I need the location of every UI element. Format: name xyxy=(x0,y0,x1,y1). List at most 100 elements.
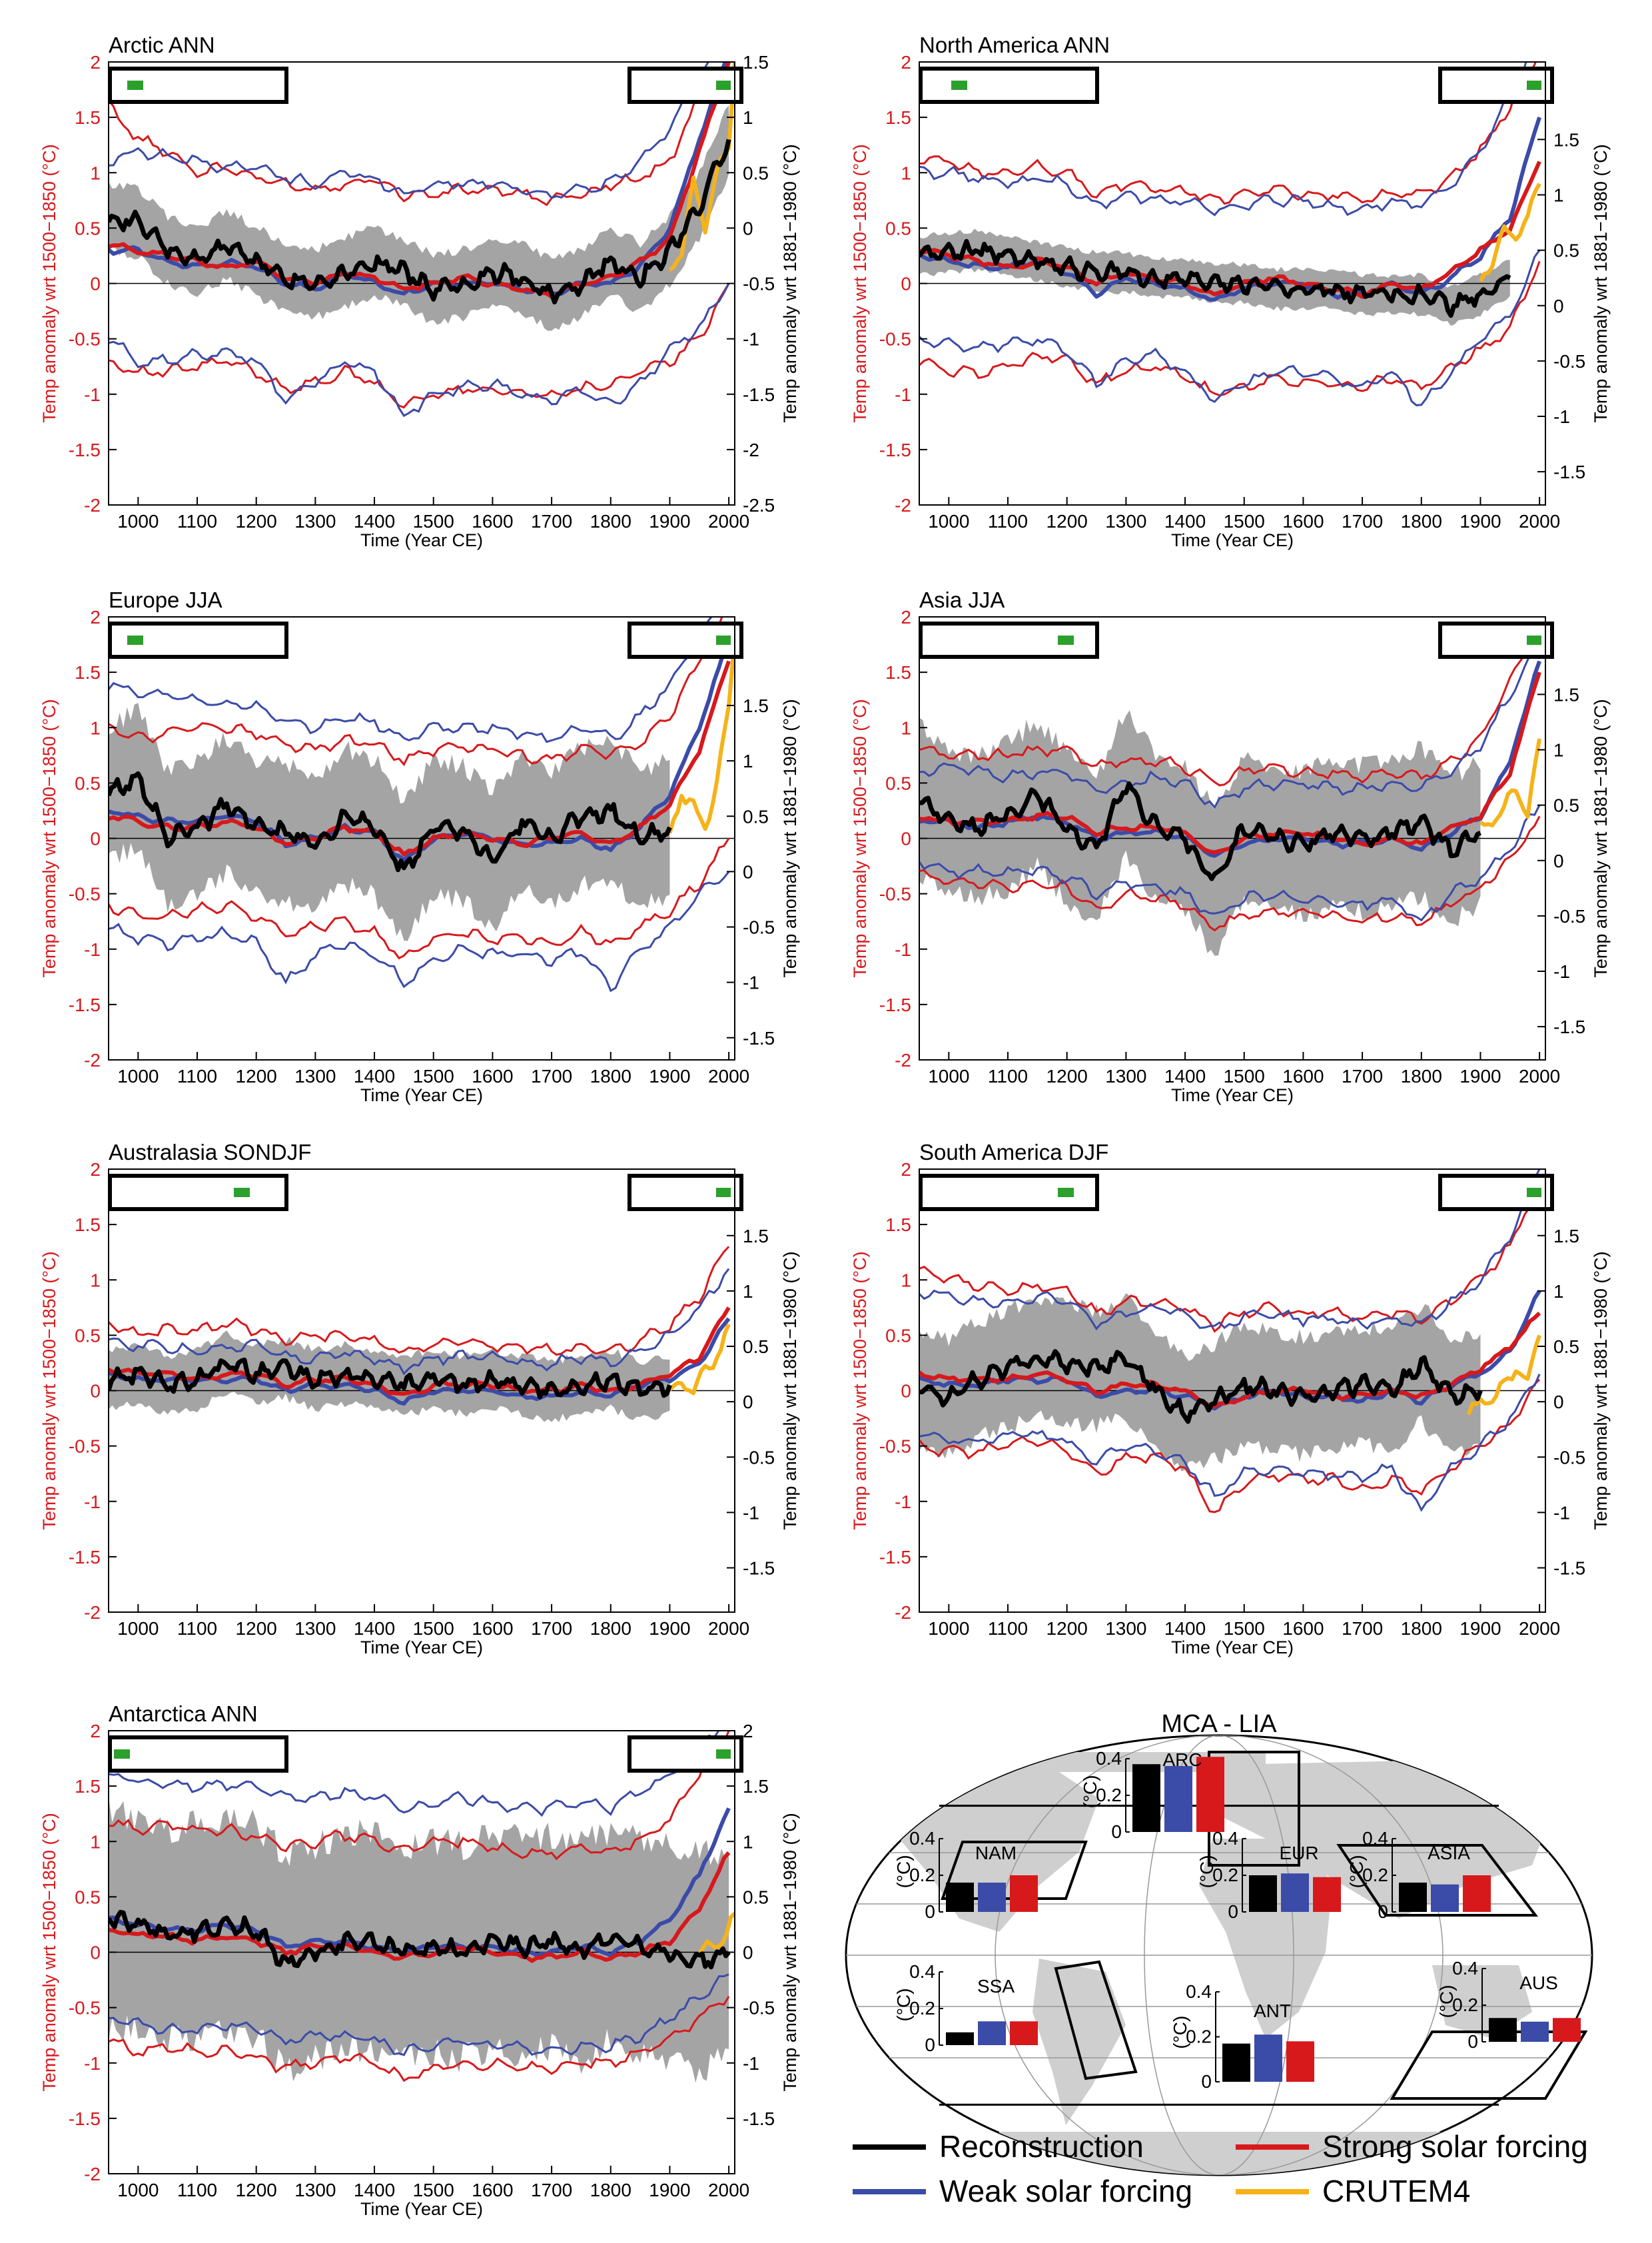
x-tick-label: 1400 xyxy=(1164,1618,1206,1639)
bar-strong xyxy=(1463,1875,1491,1912)
x-tick-label: 2000 xyxy=(1519,511,1560,532)
y-tick-label-left: 1 xyxy=(901,163,911,183)
y-tick-label-left: 2 xyxy=(901,607,911,628)
envelope-strong-lower xyxy=(109,1996,730,2082)
y-tick-label-right: -1.5 xyxy=(1553,1558,1585,1579)
y-tick-label-right: -1 xyxy=(1553,406,1570,427)
chart-panel-4: 2 1.5 1 0.5 0 -0.5 -1 -1.5 -2 1.5 1 0.5 0 -0.5 -1 -1.5 1… xyxy=(39,1140,800,1657)
x-tick-label: 1000 xyxy=(928,511,969,532)
y-tick-label-left: 1.5 xyxy=(885,1214,911,1235)
inset-box-right xyxy=(1438,67,1554,104)
x-tick-label: 1400 xyxy=(354,1066,395,1087)
bar-strong xyxy=(1196,1757,1224,1832)
x-tick-label: 1500 xyxy=(413,2180,454,2200)
y-tick-label-left: -1 xyxy=(84,384,101,405)
bar-reconstruction xyxy=(1132,1764,1160,1832)
x-tick-label: 2000 xyxy=(708,1618,749,1639)
y-tick-label-left: 2 xyxy=(90,607,101,628)
y-tick-label-right: -1 xyxy=(1553,961,1570,982)
y-tick-label-right: 0 xyxy=(1553,851,1564,871)
bar-region-label: NAM xyxy=(975,1843,1017,1863)
bar-inset-eur: 0.4 0.2 0 (°C) EUR xyxy=(1196,1828,1341,1922)
y-tick-label-right: 0 xyxy=(743,218,753,238)
inset-marker-right xyxy=(716,1188,731,1197)
envelope-weak-upper xyxy=(109,1731,720,1817)
y-tick-label-right: 0.5 xyxy=(743,1336,769,1357)
y-tick-label-left: 2 xyxy=(90,52,101,73)
y-tick-label-left: 2 xyxy=(90,1721,101,1741)
y-tick-label-right: 1.5 xyxy=(743,52,769,73)
x-tick-label: 1300 xyxy=(1105,1066,1146,1087)
y-tick-label-left: 0 xyxy=(90,829,101,849)
y-tick-label-right: 1.5 xyxy=(743,1776,769,1797)
y-axis-label-left: Temp anomaly wrt 1500−1850 (°C) xyxy=(39,1813,59,2091)
bar-y-tick-label: 0.2 xyxy=(1096,1785,1122,1805)
envelope-strong-lower xyxy=(919,260,1541,396)
legend: Reconstruction Strong solar forcing Weak… xyxy=(853,2129,1588,2208)
bar-region-label: ARC xyxy=(1162,1749,1202,1770)
x-axis-label: Time (Year CE) xyxy=(1171,1637,1294,1657)
y-tick-label-left: 2 xyxy=(901,52,911,73)
bar-region-label: EUR xyxy=(1279,1843,1318,1863)
y-tick-label-left: 1 xyxy=(90,717,101,738)
y-tick-label-right: -1.5 xyxy=(743,2108,775,2129)
reconstruction-line xyxy=(109,139,731,304)
y-tick-label-left: -0.5 xyxy=(879,329,911,350)
envelope-weak-lower xyxy=(919,249,1541,406)
y-tick-label-left: -1 xyxy=(84,2053,101,2074)
panel-title: Europe JJA xyxy=(109,588,222,612)
y-tick-label-left: -0.5 xyxy=(879,884,911,905)
y-tick-label-right: 1.5 xyxy=(743,695,769,716)
envelope-strong-lower xyxy=(919,815,1541,932)
y-tick-label-right: 0 xyxy=(1553,1392,1564,1412)
bar-weak xyxy=(1521,2021,1549,2042)
y-tick-label-left: 0 xyxy=(901,1381,911,1402)
bar-y-tick-label: 0.2 xyxy=(909,1998,935,2019)
y-tick-label-right: -1.5 xyxy=(743,1558,775,1579)
y-tick-label-right: -1 xyxy=(1553,1502,1570,1523)
x-tick-label: 2000 xyxy=(708,2180,749,2200)
y-tick-label-right: 0.5 xyxy=(743,806,769,827)
inset-marker-right xyxy=(716,81,731,90)
x-tick-label: 1800 xyxy=(1401,1066,1442,1087)
chart-panel-5: 2 1.5 1 0.5 0 -0.5 -1 -1.5 -2 1.5 1 0.5 0 -0.5 -1 -1.5 1… xyxy=(850,1140,1611,1657)
x-tick-label: 1000 xyxy=(117,2180,159,2200)
x-tick-label: 1400 xyxy=(1164,1066,1206,1087)
bar-region-label: SSA xyxy=(977,1976,1015,1997)
y-tick-label-right: 0 xyxy=(743,861,753,882)
bar-y-tick-label: 0.4 xyxy=(909,1961,935,1982)
y-tick-label-right: 1 xyxy=(1553,1281,1564,1302)
x-tick-label: 1100 xyxy=(177,511,217,532)
x-tick-label: 1800 xyxy=(1401,1618,1442,1639)
chart-panel-2: 2 1.5 1 0.5 0 -0.5 -1 -1.5 -2 1.5 1 0.5 0 -0.5 -1 -1.5 1… xyxy=(39,588,800,1105)
y-tick-label-left: 1 xyxy=(90,1831,101,1852)
y-tick-label-left: 1.5 xyxy=(885,107,911,128)
y-tick-label-right: 1 xyxy=(1553,185,1564,206)
bar-inset-arc: 0.4 0.2 0 (°C) ARC xyxy=(1080,1748,1224,1842)
panel-title: North America ANN xyxy=(919,33,1110,57)
bar-unit-label: (°C) xyxy=(893,1855,914,1888)
plot-area xyxy=(109,1731,735,2083)
chart-panel-1: 2 1.5 1 0.5 0 -0.5 -1 -1.5 -2 1.5 1 0.5 0 -0.5 -1 -1.5 1… xyxy=(850,33,1611,550)
y-tick-label-left: -2 xyxy=(895,1602,911,1623)
y-tick-label-right: -0.5 xyxy=(1553,906,1585,927)
y-tick-label-right: 1 xyxy=(743,1831,753,1852)
y-tick-label-right: 0.5 xyxy=(743,1887,769,1907)
x-tick-label: 1200 xyxy=(236,1618,277,1639)
bar-y-tick-label: 0.4 xyxy=(1452,1958,1478,1979)
bar-strong xyxy=(1010,1875,1038,1912)
plot-area xyxy=(919,628,1545,956)
bar-inset-nam: 0.4 0.2 0 (°C) NAM xyxy=(893,1828,1038,1922)
envelope-weak-upper xyxy=(919,62,1527,217)
x-tick-label: 1200 xyxy=(1046,511,1088,532)
y-tick-label-left: -1 xyxy=(84,1492,101,1512)
x-tick-label: 1900 xyxy=(1459,1066,1501,1087)
inset-box-left xyxy=(919,67,1099,104)
bar-inset-aus: 0.4 0.2 0 (°C) AUS xyxy=(1436,1958,1581,2052)
inset-marker-left xyxy=(127,636,143,645)
crutem4-line xyxy=(1478,183,1541,282)
bar-y-tick-label: 0.2 xyxy=(1452,1995,1478,2015)
y-axis-label-right: Temp anomaly wrt 1881−1980 (°C) xyxy=(780,1813,800,2091)
y-tick-label-left: 1 xyxy=(90,1270,101,1290)
y-tick-label-left: -2 xyxy=(84,1050,101,1071)
